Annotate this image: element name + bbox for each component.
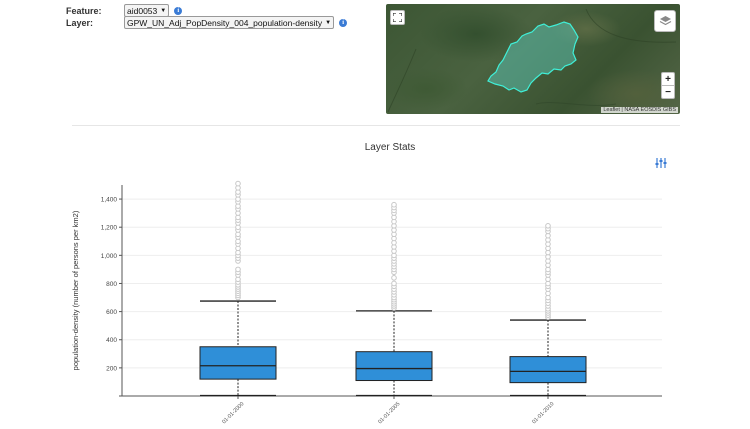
y-axis-label: population-density (number of persons pe… [71, 210, 80, 370]
layer-label: Layer: [66, 17, 94, 28]
info-icon[interactable]: i [174, 6, 183, 15]
x-tick-label: 01-01-2000 [221, 401, 245, 425]
box [509, 356, 587, 384]
map-attribution[interactable]: Leaflet | NASA EOSDIS GIBS [601, 107, 678, 113]
zoom-out-button[interactable]: − [661, 85, 675, 99]
chevron-down-icon: ▼ [160, 7, 167, 14]
y-tick-label: 1,400 [101, 197, 118, 204]
outlier-point [391, 201, 397, 208]
feature-select[interactable]: aid0053 ▼ [124, 4, 170, 17]
feature-label: Feature: [66, 5, 102, 16]
map-overlay [387, 8, 677, 113]
outlier-point [391, 280, 397, 287]
y-tick-label: 600 [106, 309, 117, 316]
layer-select-value: GPW_UN_Adj_PopDensity_004_population-den… [127, 17, 323, 28]
y-tick-label: 200 [106, 365, 117, 372]
x-tick-label: 01-01-2005 [377, 401, 401, 425]
box [355, 351, 433, 382]
feature-polygon[interactable] [487, 21, 579, 93]
layer-row: Layer: GPW_UN_Adj_PopDensity_004_populat… [66, 16, 348, 29]
y-tick-label: 1,200 [101, 225, 118, 232]
layers-icon[interactable] [654, 10, 676, 32]
feature-row: Feature: aid0053 ▼ i [66, 4, 183, 17]
outlier-point [235, 180, 241, 187]
y-tick-label: 800 [106, 281, 117, 288]
x-tick-label: 01-01-2010 [531, 401, 555, 425]
chart-title: Layer Stats [364, 142, 416, 153]
info-icon[interactable]: i [339, 18, 348, 27]
box [199, 346, 277, 380]
feature-select-value: aid0053 [127, 5, 158, 16]
divider [72, 125, 680, 126]
layer-select[interactable]: GPW_UN_Adj_PopDensity_004_population-den… [124, 16, 335, 29]
settings-sliders-icon[interactable] [655, 157, 667, 169]
fullscreen-icon[interactable] [390, 10, 405, 25]
map-view[interactable]: + − Leaflet | NASA EOSDIS GIBS [386, 4, 680, 114]
y-tick-label: 400 [106, 337, 117, 344]
outlier-point [391, 275, 397, 281]
chevron-down-icon: ▼ [325, 19, 332, 26]
outlier-point [235, 266, 241, 273]
y-tick-label: 1,000 [101, 253, 118, 260]
outlier-point [545, 222, 551, 229]
